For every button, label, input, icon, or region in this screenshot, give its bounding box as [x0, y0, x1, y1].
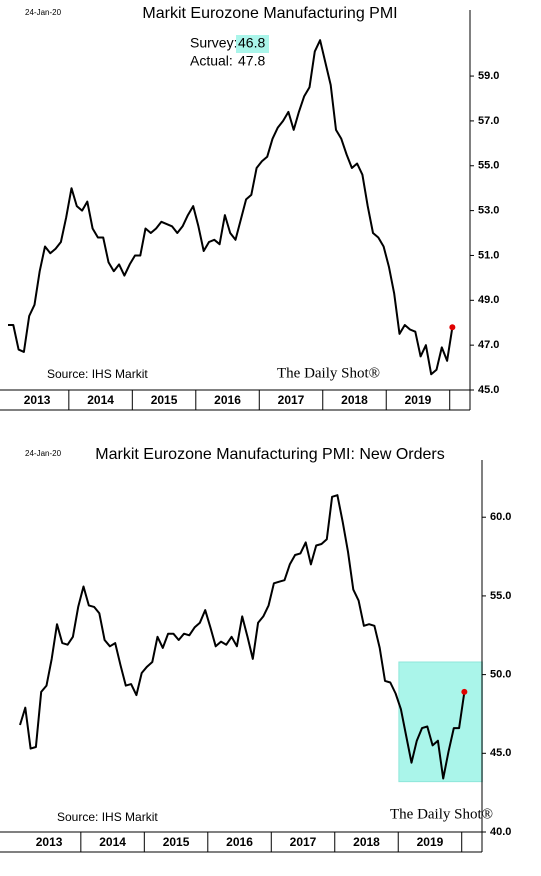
survey-value: 46.8: [238, 35, 265, 51]
x-tick-label: 2014: [99, 835, 126, 849]
source: Source: IHS Markit: [47, 367, 148, 381]
chart-title: Markit Eurozone Manufacturing PMI: [142, 5, 397, 22]
actual-value: 47.8: [238, 53, 265, 69]
x-tick-label: 2015: [163, 835, 190, 849]
date: 24-Jan-20: [25, 8, 62, 17]
x-tick-label: 2017: [278, 393, 305, 407]
x-tick-label: 2018: [353, 835, 380, 849]
source: Source: IHS Markit: [57, 810, 158, 824]
y-tick-label: 55.0: [490, 590, 511, 602]
x-tick-label: 2016: [214, 393, 241, 407]
line-series: [19, 494, 466, 780]
x-tick-label: 2019: [417, 835, 444, 849]
x-tick-label: 2015: [151, 393, 178, 407]
survey-label: Survey:: [190, 35, 237, 51]
y-tick-label: 40.0: [490, 826, 511, 838]
y-tick-label: 51.0: [478, 249, 499, 261]
x-tick-label: 2013: [36, 835, 63, 849]
y-tick-label: 57.0: [478, 115, 499, 127]
brand: The Daily Shot®: [277, 365, 380, 381]
y-tick-label: 55.0: [478, 160, 499, 172]
y-tick-label: 49.0: [478, 294, 499, 306]
chart-title: Markit Eurozone Manufacturing PMI: New O…: [95, 446, 444, 463]
y-tick-label: 50.0: [490, 669, 511, 681]
y-tick-label: 47.0: [478, 339, 499, 351]
line-series: [8, 39, 454, 376]
survey-highlight: [236, 35, 269, 53]
y-tick-label: 53.0: [478, 205, 499, 217]
x-tick-label: 2016: [226, 835, 253, 849]
brand: The Daily Shot®: [390, 806, 493, 822]
y-tick-label: 60.0: [490, 511, 511, 523]
date: 24-Jan-20: [25, 449, 62, 458]
actual-label: Actual:: [190, 53, 233, 69]
y-tick-label: 45.0: [478, 384, 499, 396]
x-tick-label: 2014: [87, 393, 114, 407]
last-point: [449, 324, 456, 331]
last-point: [461, 688, 468, 695]
x-tick-label: 2019: [405, 393, 432, 407]
y-tick-label: 59.0: [478, 70, 499, 82]
x-tick-label: 2013: [24, 393, 51, 407]
x-tick-label: 2018: [341, 393, 368, 407]
y-tick-label: 45.0: [490, 747, 511, 759]
x-tick-label: 2017: [290, 835, 317, 849]
